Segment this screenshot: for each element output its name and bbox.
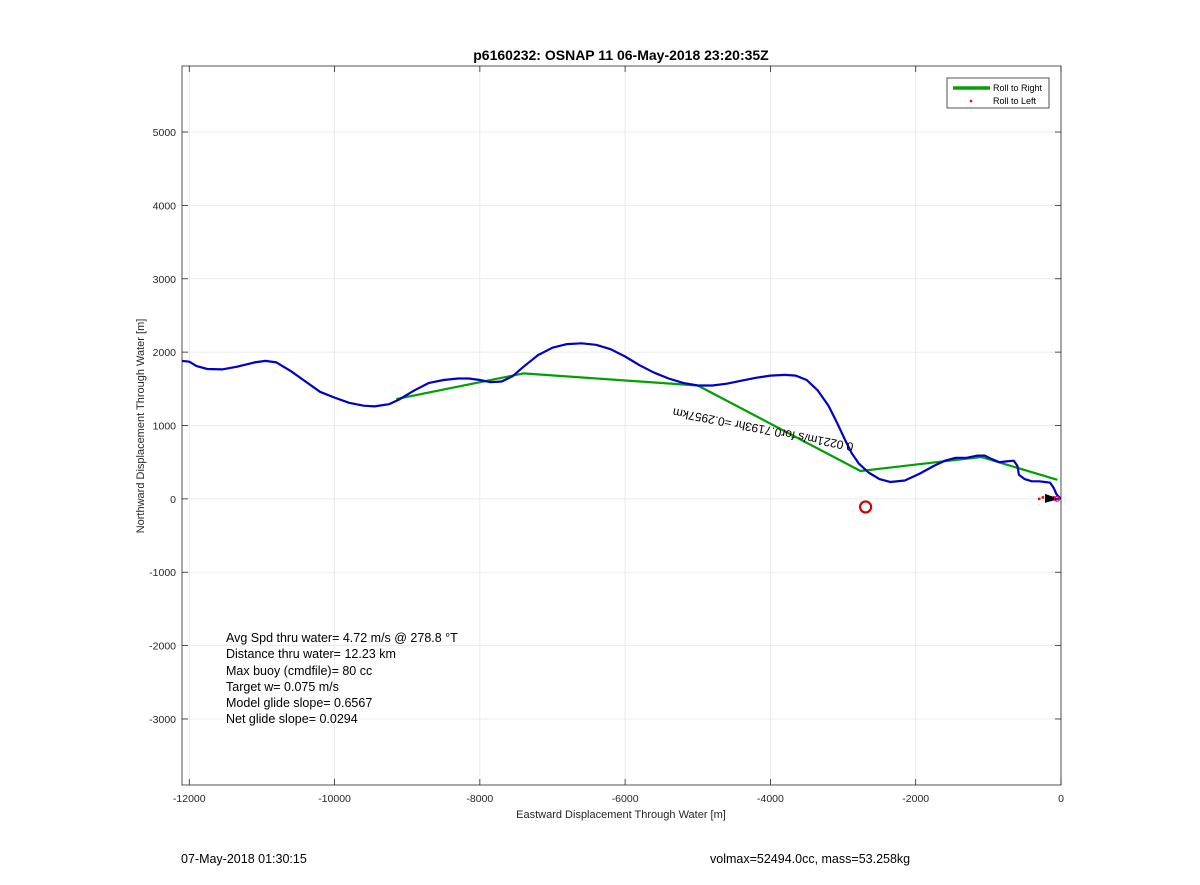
series <box>182 342 1061 514</box>
legend-swatch-roll-left <box>969 99 973 103</box>
x-tick-label: 0 <box>1058 793 1064 805</box>
y-tick-label: 2000 <box>153 347 177 359</box>
x-tick-label: -2000 <box>902 793 929 805</box>
grid <box>182 66 1062 785</box>
x-axis-label: Eastward Displacement Through Water [m] <box>516 809 726 821</box>
y-tick-label: -3000 <box>149 714 176 726</box>
stat-distance: Distance thru water= 12.23 km <box>226 647 396 662</box>
track-end-point <box>1053 495 1061 502</box>
stat-avg-speed: Avg Spd thru water= 4.72 m/s @ 278.8 °T <box>226 631 458 645</box>
series-track <box>182 342 1061 500</box>
plot-frame <box>181 65 1062 786</box>
stat-model-glide: Model glide slope= 0.6567 <box>226 696 373 711</box>
stat-net-glide: Net glide slope= 0.0294 <box>226 712 358 727</box>
y-tick-label: 5000 <box>153 127 177 139</box>
x-tick-label: -8000 <box>466 793 493 805</box>
y-axis-label: Northward Displacement Through Water [m] <box>135 319 147 534</box>
axis-ticks: -12000 -10000 -8000 -6000 -4000 -2000 0-3000-2… <box>149 66 1064 805</box>
x-tick-label: -10000 <box>318 793 351 805</box>
legend-entry-roll-right: Roll to Right <box>993 83 1043 93</box>
y-tick-label: -2000 <box>149 641 176 653</box>
y-tick-label: 4000 <box>153 200 177 212</box>
y-tick-label: 3000 <box>153 274 177 286</box>
chart-title: p6160232: OSNAP 11 06-May-2018 23:20:35Z <box>473 47 769 63</box>
legend-entry-roll-left: Roll to Left <box>993 96 1037 106</box>
track-end-arrow <box>1045 493 1059 503</box>
y-tick-label: 1000 <box>153 421 177 433</box>
roll-left-point <box>1037 497 1041 501</box>
footer-volmax: volmax=52494.0cc, mass=53.258kg <box>710 852 911 866</box>
legend-box <box>946 77 1050 109</box>
roll-left-point <box>1041 496 1045 499</box>
footer-date: 07-May-2018 01:30:15 <box>181 852 307 866</box>
legend: Roll to Right Roll to Left <box>946 77 1050 109</box>
y-tick-label: 0 <box>170 494 176 506</box>
x-tick-label: -12000 <box>173 793 206 805</box>
circle-marker <box>858 500 873 514</box>
stat-target-w: Target w= 0.075 m/s <box>226 679 339 694</box>
stat-max-buoy: Max buoy (cmdfile)= 80 cc <box>226 663 373 678</box>
stats-panel: Avg Spd thru water= 4.72 m/s @ 278.8 °T … <box>226 630 458 728</box>
x-tick-label: -6000 <box>612 793 639 805</box>
x-tick-label: -4000 <box>757 793 784 805</box>
y-tick-label: -1000 <box>149 567 176 579</box>
